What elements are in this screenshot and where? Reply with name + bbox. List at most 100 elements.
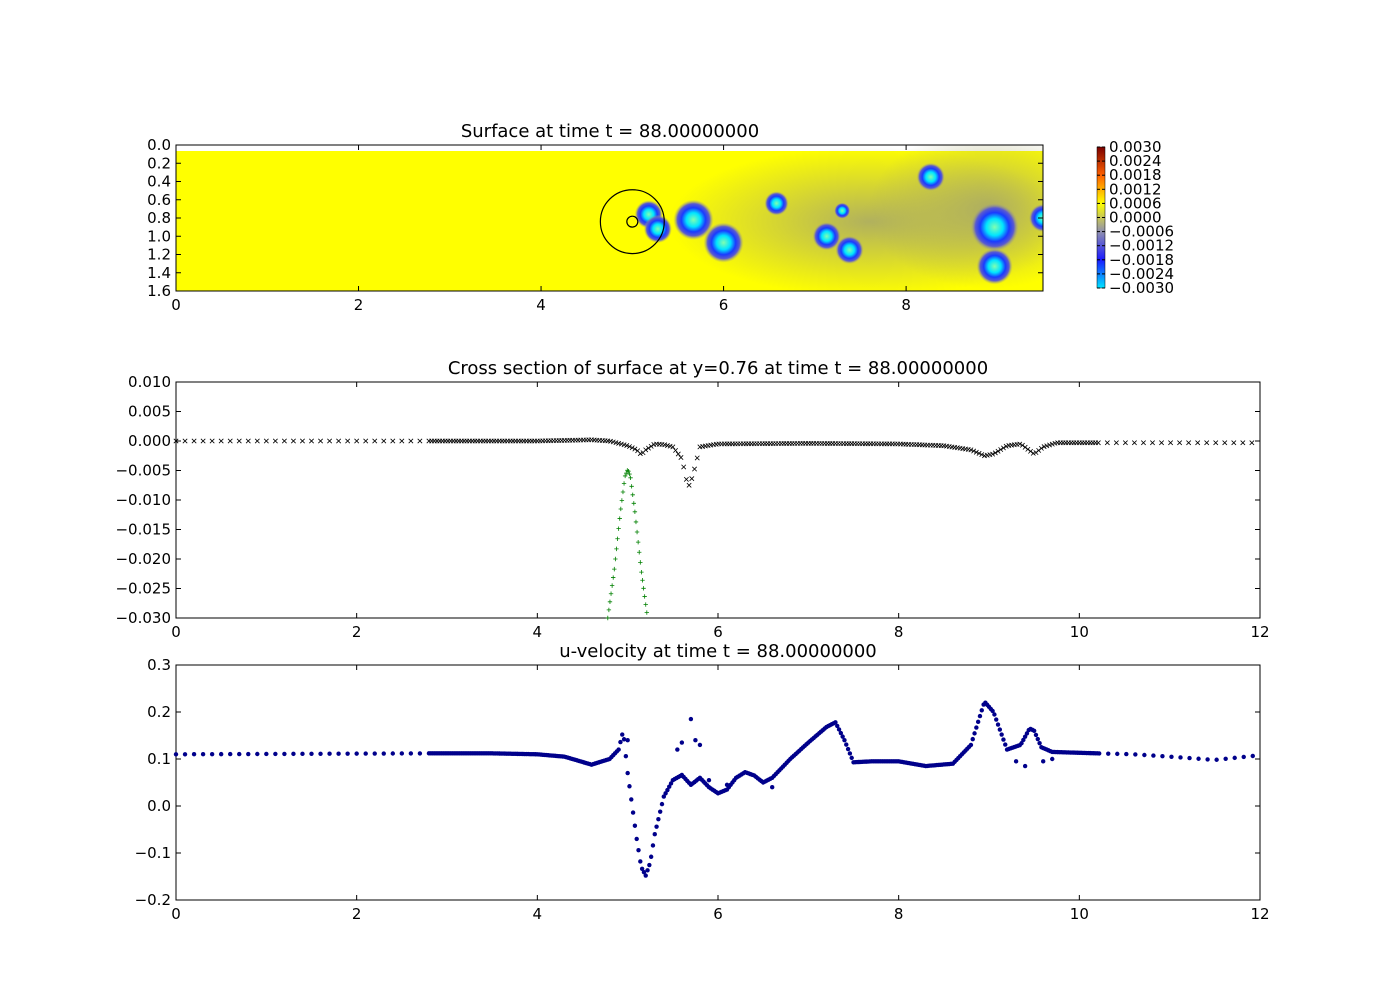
0-xtick-label: 6: [719, 296, 729, 314]
2-xtick-label: 4: [533, 905, 543, 923]
u-velocity-point: [665, 787, 670, 793]
u-velocity-point: [1024, 731, 1030, 736]
cross-section-x-marker: [689, 476, 695, 482]
cross-section-x-marker: [1195, 440, 1201, 446]
u-velocity-y-ticks: 0.3 0.2 0.1 0.0 −0.1 −0.2: [135, 656, 1260, 909]
colorbar-tick-label: −0.0024: [1109, 265, 1174, 283]
u-velocity-point: [1001, 737, 1006, 742]
colorbar-tick-label: −0.0018: [1109, 251, 1174, 269]
cross-section-x-marker: [1025, 446, 1031, 452]
cross-section-plus-marker: [616, 526, 621, 531]
colorbar-tick-label: 0.0006: [1109, 194, 1162, 212]
cross-section-x-marker: [1159, 440, 1165, 446]
cross-section-x-marker: [381, 438, 387, 444]
0-xtick-label: 0: [171, 296, 181, 314]
cross-section-x-marker: [1028, 448, 1034, 454]
cross-section-plus-marker: [635, 539, 641, 545]
u-velocity-point: [1133, 752, 1138, 757]
colorbar-tick-label: 0.0012: [1109, 180, 1162, 198]
u-velocity-point: [1142, 752, 1147, 758]
cross-section-x-marker: [182, 438, 188, 444]
u-velocity-point: [629, 797, 634, 802]
u-velocity-point: [345, 751, 350, 756]
2-xtick-label: 2: [352, 905, 362, 923]
u-velocity-point: [173, 752, 179, 757]
0-xtick-label: 2: [354, 296, 364, 314]
surface-depression: [812, 222, 841, 251]
cross-section-x-marker: [1168, 440, 1174, 446]
0-ytick-label: 0.0: [147, 136, 171, 154]
u-velocity-axes-frame: [175, 664, 1261, 901]
cross-section-plus-marker: [621, 481, 627, 486]
u-velocity-point: [354, 751, 359, 756]
u-velocity-point: [641, 869, 647, 875]
u-velocity-point: [1041, 759, 1046, 764]
u-velocity-point: [994, 717, 999, 722]
1-xtick-label: 0: [171, 623, 181, 641]
u-velocity-point: [618, 739, 623, 745]
cross-section-x-marker: [1177, 440, 1183, 446]
u-velocity-point: [679, 740, 685, 745]
cross-section-x-marker: [372, 438, 378, 444]
cross-section-x-marker: [1131, 440, 1137, 446]
cross-section-x-marker: [678, 455, 684, 461]
2-ytick-label: −0.1: [135, 844, 171, 862]
1-ytick-label: −0.020: [115, 550, 171, 568]
u-velocity-point: [1232, 755, 1237, 761]
u-velocity-point: [1022, 763, 1028, 769]
u-velocity-point: [1031, 728, 1037, 733]
u-velocity-point: [218, 751, 224, 757]
cross-section-plus-marker: [642, 594, 647, 599]
u-velocity-point: [835, 723, 840, 729]
surface-title: Surface at time t = 88.00000000: [461, 121, 759, 142]
u-velocity-point: [237, 751, 242, 757]
u-velocity-point: [630, 810, 636, 815]
cross-section-x-marker: [417, 438, 423, 444]
surface-depression: [834, 202, 851, 219]
cross-section-x-marker: [1044, 443, 1050, 449]
1-ytick-label: −0.005: [115, 462, 171, 480]
cross-section-x-marker: [1213, 440, 1219, 446]
cross-section-plus-marker: [638, 560, 643, 565]
cross-section-x-marker: [1249, 440, 1255, 446]
cross-section-x-marker: [336, 438, 342, 444]
cross-section-plus-marker: [644, 610, 650, 615]
u-velocity-point: [291, 751, 296, 757]
2-xtick-label: 10: [1070, 905, 1089, 923]
cross-section-x-marker: [363, 438, 369, 444]
cross-section-plus-marker: [609, 583, 615, 588]
u-velocity-point: [408, 751, 414, 756]
cross-section-title: Cross section of surface at y=0.76 at ti…: [448, 358, 988, 379]
cross-section-plus-marker: [627, 471, 632, 477]
1-ytick-label: −0.010: [115, 491, 171, 509]
1-xtick-label: 12: [1250, 623, 1269, 641]
u-velocity-point: [650, 843, 656, 848]
u-velocity-point: [209, 751, 215, 757]
cross-section-plus-marker: [625, 468, 630, 473]
u-velocity-point: [706, 777, 712, 783]
u-velocity-point: [372, 751, 377, 756]
cross-section-x-marker: [1000, 445, 1006, 451]
u-velocity-point: [336, 751, 341, 756]
cross-section-x-marker: [245, 438, 251, 444]
cross-section-plus-marker: [620, 489, 626, 495]
u-velocity-point: [300, 751, 305, 757]
u-velocity-point: [657, 809, 663, 814]
cross-section-x-marker: [683, 476, 689, 482]
cross-section-x-marker: [1122, 440, 1128, 446]
u-velocity-point: [972, 731, 977, 736]
0-ytick-label: 0.6: [147, 191, 171, 209]
cross-section-x-marker: [1150, 440, 1155, 446]
cross-section-plus-marker: [614, 546, 619, 552]
cross-section-x-marker: [318, 438, 324, 444]
colorbar-tick-label: 0.0030: [1109, 138, 1162, 156]
cross-section-x-marker: [992, 450, 998, 456]
u-velocity-point: [654, 824, 659, 829]
2-xtick-label: 6: [713, 905, 723, 923]
cross-section-x-marker: [645, 445, 651, 451]
u-velocity-point: [191, 752, 197, 757]
u-velocity-point: [845, 746, 851, 752]
body-outer-circle: [599, 189, 665, 255]
u-velocity-point: [1124, 751, 1129, 757]
cross-section-x-marker: [399, 438, 405, 444]
